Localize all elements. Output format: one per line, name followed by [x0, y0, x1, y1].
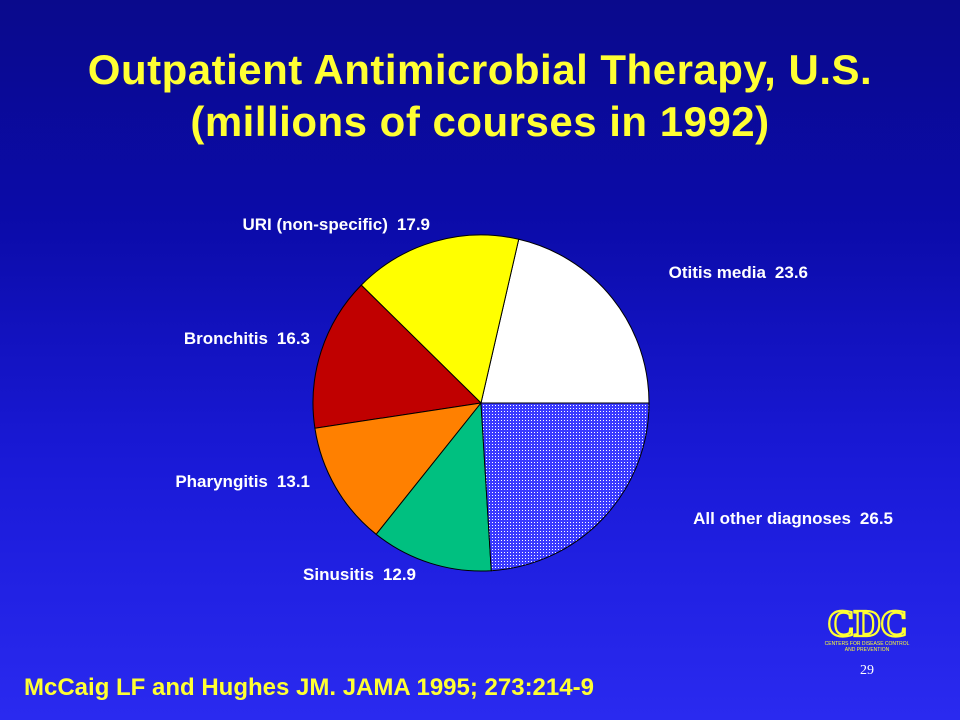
pie-slice-pharyngitis — [314, 402, 483, 536]
pie-slice-otitis-media — [480, 238, 650, 404]
slice-label-sinusitis: Sinusitis 12.9 — [303, 565, 416, 584]
pie-slice-bronchitis — [312, 284, 483, 429]
pie-slice-all-other-diagnoses — [480, 402, 650, 572]
title-line-1: Outpatient Antimicrobial Therapy, U.S. — [87, 46, 873, 93]
page-title: Outpatient Antimicrobial Therapy, U.S. (… — [0, 44, 960, 148]
pie-slice-sinusitis — [375, 401, 492, 572]
citation: McCaig LF and Hughes JM. JAMA 1995; 273:… — [24, 674, 594, 701]
slice-label-pharyngitis: Pharyngitis 13.1 — [175, 472, 310, 491]
pie-slice-uri-non-specific — [360, 234, 520, 404]
cdc-logo-subtitle-2: AND PREVENTION — [845, 647, 890, 653]
page-number: 29 — [860, 663, 874, 678]
title-line-2: (millions of courses in 1992) — [190, 98, 770, 145]
slice-label-otitis-media: Otitis media 23.6 — [669, 263, 808, 282]
slice-label-uri-non-specific: URI (non-specific) 17.9 — [242, 215, 430, 234]
cdc-logo-text: CDC — [827, 604, 906, 645]
slice-label-all-other-diagnoses: All other diagnoses 26.5 — [693, 509, 893, 528]
slice-label-bronchitis: Bronchitis 16.3 — [184, 329, 310, 348]
cdc-logo-subtitle-1: CENTERS FOR DISEASE CONTROL — [825, 641, 910, 647]
cdc-logo: CDC CENTERS FOR DISEASE CONTROL AND PREV… — [825, 604, 910, 653]
